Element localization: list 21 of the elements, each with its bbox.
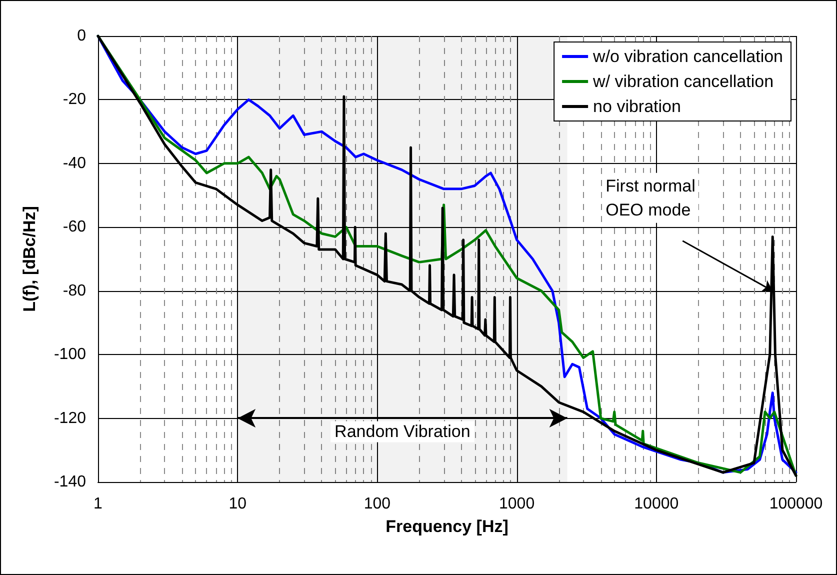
x-tick-label: 10000 <box>634 496 679 512</box>
y-tick-label: -20 <box>62 91 86 108</box>
legend-label: w/ vibration cancellation <box>592 72 774 91</box>
legend-label: no vibration <box>593 97 681 116</box>
x-tick-label: 100 <box>364 496 391 512</box>
x-tick-label: 10 <box>228 496 247 512</box>
y-tick-label: -40 <box>62 154 86 172</box>
y-tick-label: -80 <box>62 282 86 300</box>
annotation: First normal OEO mode <box>606 176 696 220</box>
legend-label: w/o vibration cancellation <box>592 47 784 66</box>
x-tick-label: 1000 <box>499 496 535 512</box>
y-axis-title: L(f), [dBc/Hz] <box>20 206 39 312</box>
x-tick-label: 100000 <box>769 496 823 512</box>
x-tick-label: 1 <box>94 496 103 512</box>
y-tick-label: -100 <box>54 346 86 364</box>
y-tick-label: -60 <box>62 218 86 236</box>
y-tick-label: -140 <box>54 474 86 490</box>
y-tick-label: -120 <box>54 410 86 427</box>
band-label: Random Vibration <box>334 422 470 442</box>
x-axis-title: Frequency [Hz] <box>386 517 508 536</box>
y-tick-label: 0 <box>77 28 86 44</box>
